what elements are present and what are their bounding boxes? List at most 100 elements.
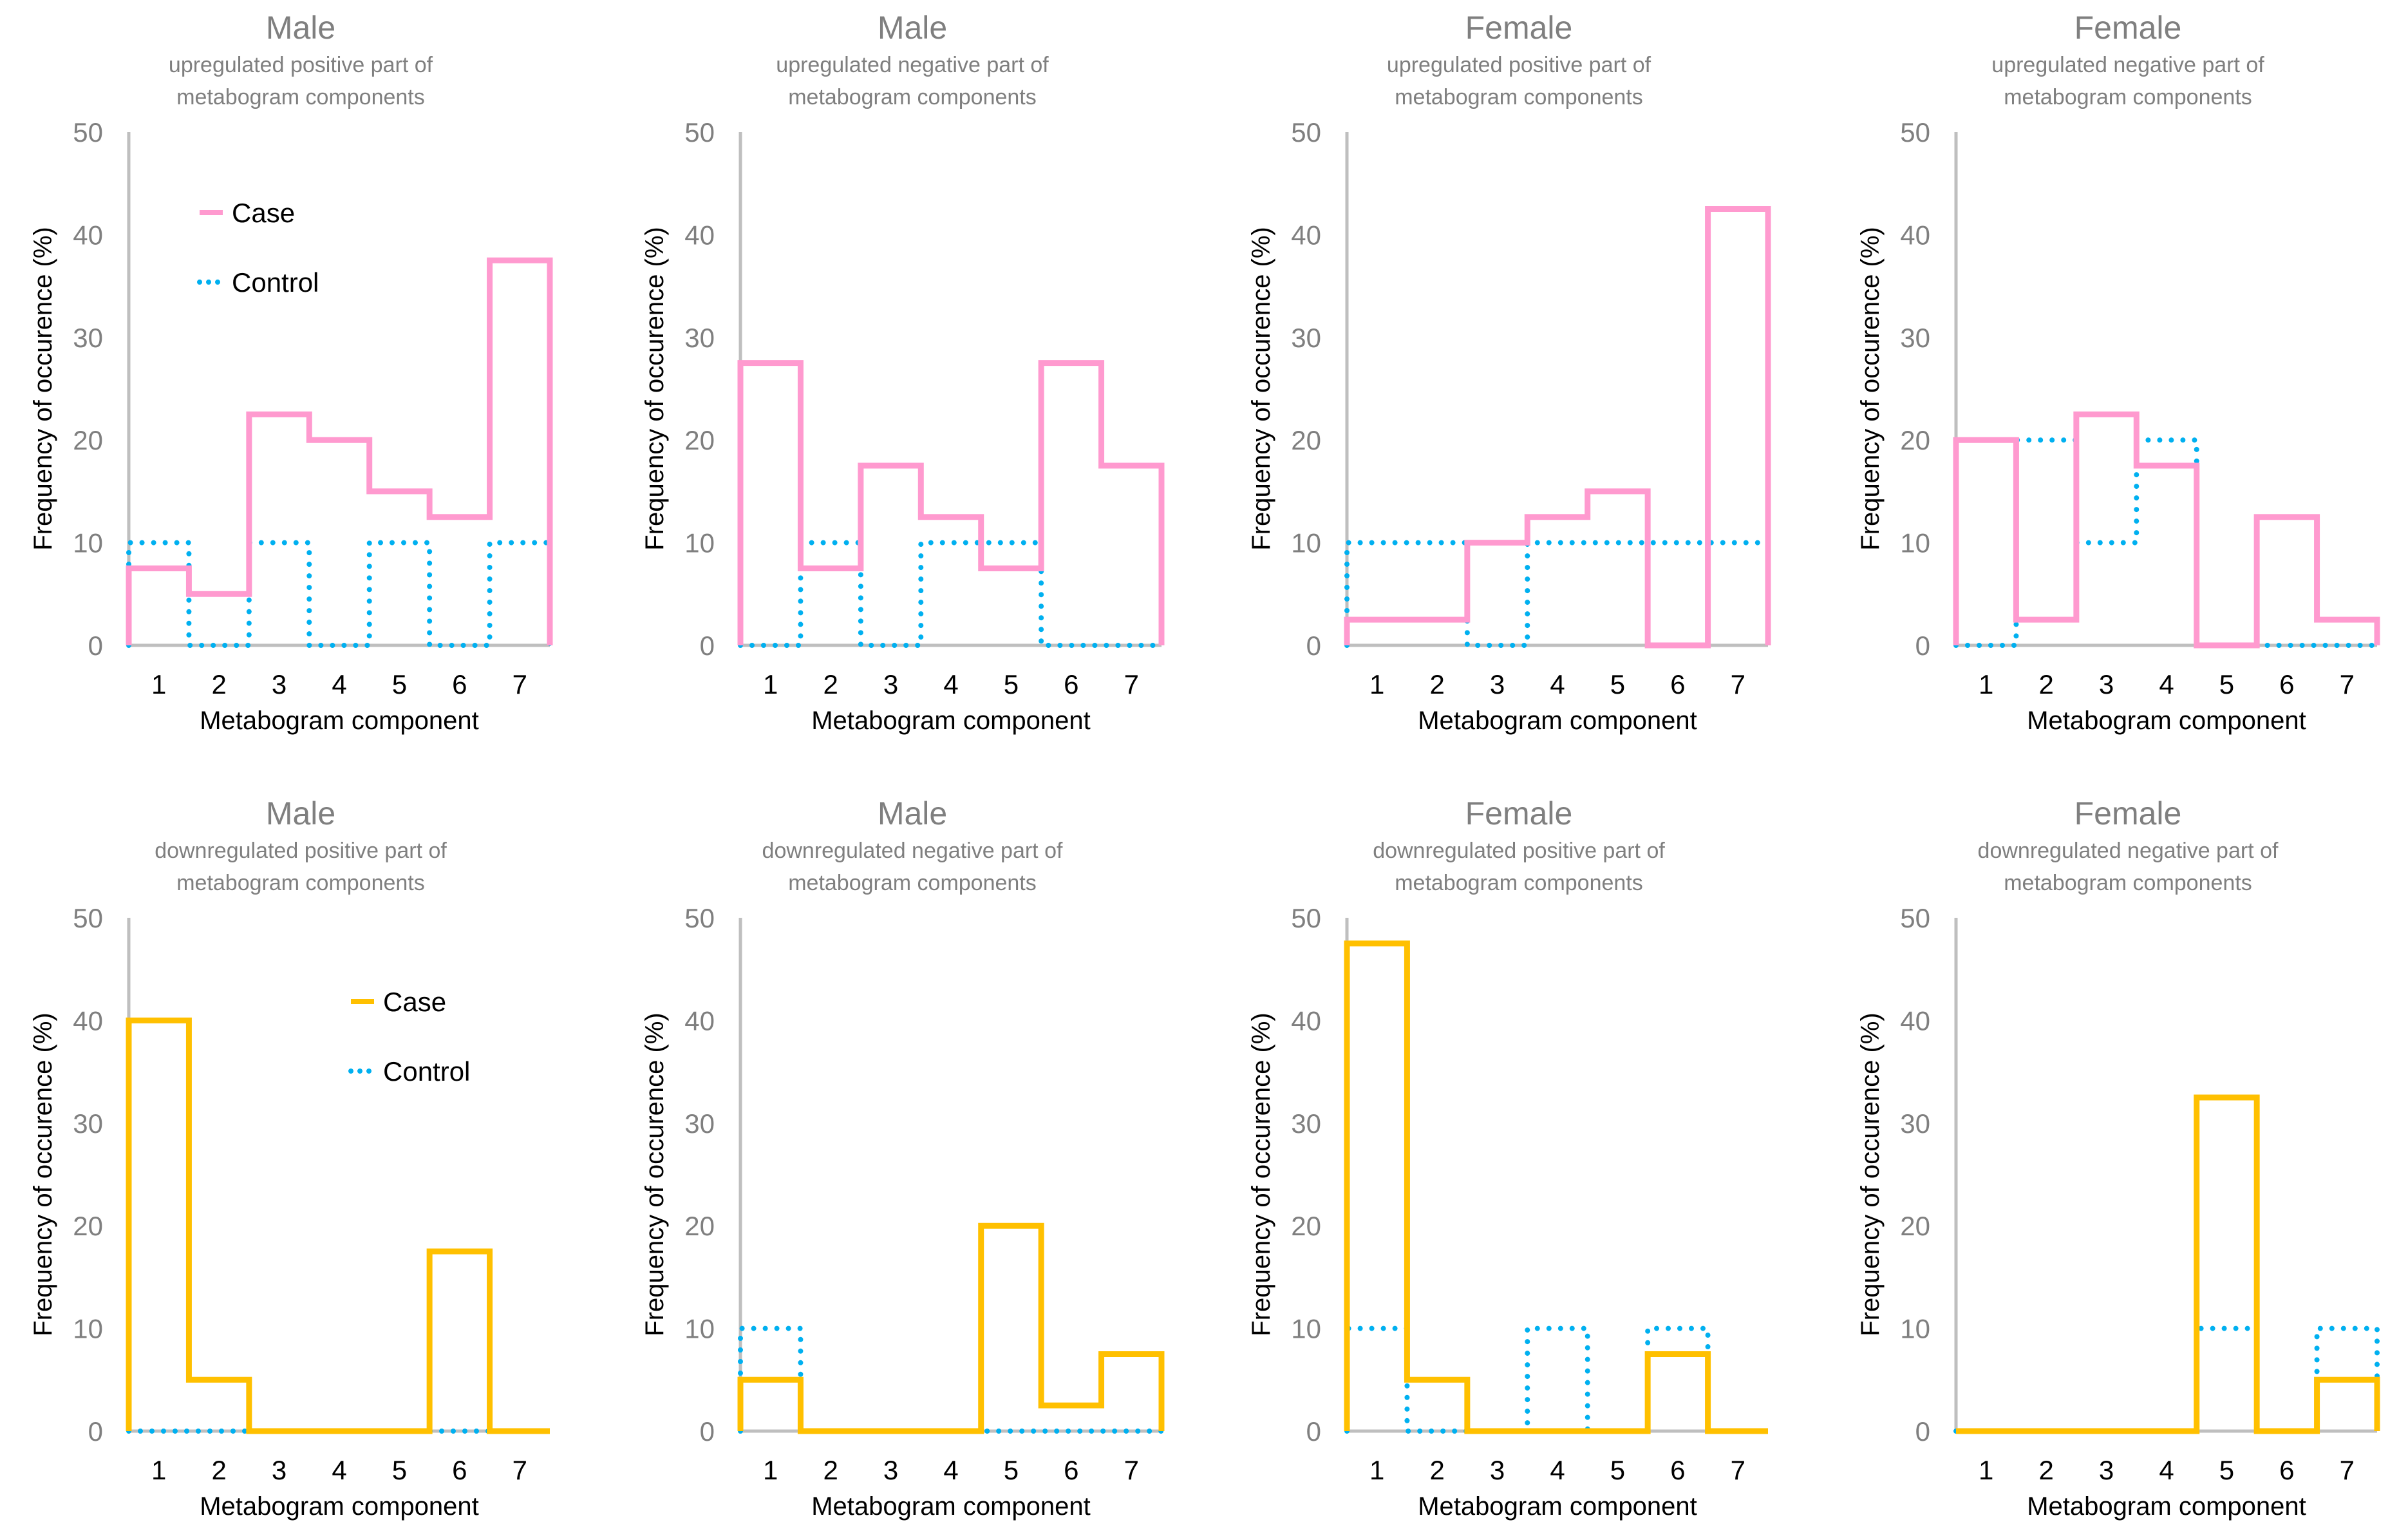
x-tick-label: 1 bbox=[151, 669, 166, 699]
y-tick-label: 40 bbox=[1291, 220, 1321, 250]
x-tick-label: 1 bbox=[1979, 1455, 1993, 1485]
y-tick-label: 50 bbox=[1900, 117, 1930, 147]
y-axis-label: Frequency of occurence (%) bbox=[1247, 227, 1275, 550]
chart-subtitle: upregulated positive part of bbox=[1387, 53, 1651, 77]
x-tick-label: 1 bbox=[151, 1455, 166, 1485]
x-tick-label: 4 bbox=[2159, 669, 2174, 699]
y-tick-label: 30 bbox=[73, 1108, 103, 1139]
x-tick-label: 3 bbox=[883, 1455, 898, 1485]
chart-subtitle: upregulated negative part of bbox=[1991, 53, 2264, 77]
y-tick-label: 10 bbox=[1291, 1314, 1321, 1344]
chart-panel: Male downregulated positive part of metabo… bbox=[29, 795, 552, 1521]
x-tick-label: 3 bbox=[2099, 669, 2114, 699]
y-tick-label: 50 bbox=[684, 117, 715, 147]
x-tick-label: 2 bbox=[211, 1455, 226, 1485]
chart-subtitle: downregulated positive part of bbox=[1373, 839, 1665, 863]
y-tick-label: 0 bbox=[88, 631, 103, 661]
x-tick-label: 7 bbox=[513, 1455, 527, 1485]
chart-subtitle: metabogram components bbox=[788, 871, 1037, 895]
chart-panel: Female downregulated positive part of meta… bbox=[1247, 795, 1771, 1521]
case-series-line bbox=[1953, 411, 2380, 649]
chart-subtitle: metabogram components bbox=[176, 85, 425, 109]
y-tick-label: 0 bbox=[1306, 631, 1321, 661]
y-tick-label: 0 bbox=[1915, 1416, 1930, 1447]
x-tick-label: 7 bbox=[1731, 669, 1745, 699]
x-tick-label: 5 bbox=[392, 1455, 407, 1485]
x-tick-label: 6 bbox=[452, 669, 467, 699]
x-tick-label: 6 bbox=[452, 1455, 467, 1485]
x-tick-label: 5 bbox=[1004, 1455, 1019, 1485]
x-tick-label: 7 bbox=[2340, 1455, 2355, 1485]
y-tick-label: 30 bbox=[1291, 1108, 1321, 1139]
y-tick-label: 40 bbox=[1291, 1005, 1321, 1036]
control-series-line bbox=[738, 540, 1164, 648]
x-tick-label: 1 bbox=[763, 669, 778, 699]
x-axis-label: Metabogram component bbox=[200, 707, 479, 735]
y-tick-label: 10 bbox=[1900, 528, 1930, 558]
case-series-line bbox=[1956, 1094, 2380, 1434]
chart-title: Female bbox=[2074, 795, 2182, 831]
x-tick-label: 4 bbox=[332, 669, 346, 699]
chart-panel: Male upregulated negative part of metabogr… bbox=[641, 10, 1165, 735]
y-axis-label: Frequency of occurence (%) bbox=[1247, 1012, 1275, 1336]
y-tick-label: 0 bbox=[1915, 631, 1930, 661]
chart-subtitle: metabogram components bbox=[788, 85, 1037, 109]
chart-panel: Male upregulated positive part of metabogr… bbox=[29, 10, 553, 735]
y-tick-label: 20 bbox=[1900, 1211, 1930, 1241]
y-tick-label: 10 bbox=[1900, 1314, 1930, 1344]
y-tick-label: 30 bbox=[1900, 1108, 1930, 1139]
y-tick-label: 50 bbox=[684, 903, 715, 933]
legend-label: Control bbox=[232, 267, 319, 298]
x-tick-label: 6 bbox=[1064, 669, 1078, 699]
x-tick-label: 4 bbox=[943, 1455, 958, 1485]
x-tick-label: 1 bbox=[1979, 669, 1993, 699]
x-tick-label: 7 bbox=[1124, 669, 1139, 699]
x-tick-label: 6 bbox=[1064, 1455, 1078, 1485]
x-tick-label: 3 bbox=[1490, 669, 1505, 699]
y-tick-label: 30 bbox=[73, 323, 103, 353]
x-tick-label: 2 bbox=[823, 1455, 838, 1485]
x-tick-label: 5 bbox=[1610, 1455, 1625, 1485]
case-series-line bbox=[126, 257, 553, 645]
y-tick-label: 50 bbox=[73, 903, 103, 933]
x-tick-label: 7 bbox=[1124, 1455, 1139, 1485]
legend: Case Control bbox=[197, 198, 319, 298]
y-tick-label: 10 bbox=[73, 528, 103, 558]
x-tick-label: 6 bbox=[1670, 669, 1685, 699]
legend: Case Control bbox=[348, 987, 470, 1087]
y-tick-label: 30 bbox=[1900, 323, 1930, 353]
y-tick-label: 20 bbox=[684, 1211, 715, 1241]
x-tick-label: 5 bbox=[1004, 669, 1019, 699]
case-series-line bbox=[1344, 206, 1771, 649]
x-axis-label: Metabogram component bbox=[2027, 707, 2306, 735]
chart-subtitle: downregulated positive part of bbox=[155, 839, 447, 863]
x-tick-label: 5 bbox=[2219, 669, 2234, 699]
chart-subtitle: metabogram components bbox=[176, 871, 425, 895]
y-tick-label: 10 bbox=[1291, 528, 1321, 558]
y-axis-label: Frequency of occurence (%) bbox=[29, 1012, 57, 1336]
chart-title: Male bbox=[266, 795, 335, 831]
case-series-line bbox=[126, 1017, 550, 1434]
y-tick-label: 20 bbox=[73, 1211, 103, 1241]
y-tick-label: 20 bbox=[1900, 425, 1930, 455]
y-tick-label: 40 bbox=[73, 220, 103, 250]
chart-title: Male bbox=[878, 10, 947, 46]
y-tick-label: 50 bbox=[1291, 903, 1321, 933]
x-axis-label: Metabogram component bbox=[811, 1492, 1091, 1521]
x-tick-label: 3 bbox=[272, 1455, 287, 1485]
y-tick-label: 50 bbox=[73, 117, 103, 147]
y-tick-label: 40 bbox=[684, 1005, 715, 1036]
chart-subtitle: upregulated negative part of bbox=[776, 53, 1049, 77]
y-tick-label: 20 bbox=[684, 425, 715, 455]
x-tick-label: 2 bbox=[2038, 669, 2053, 699]
x-tick-label: 2 bbox=[823, 669, 838, 699]
x-tick-label: 6 bbox=[1670, 1455, 1685, 1485]
chart-title: Male bbox=[878, 795, 947, 831]
x-axis-label: Metabogram component bbox=[1418, 1492, 1697, 1521]
x-tick-label: 3 bbox=[2099, 1455, 2114, 1485]
chart-subtitle: downregulated negative part of bbox=[1978, 839, 2279, 863]
x-tick-label: 1 bbox=[1369, 669, 1384, 699]
x-tick-label: 5 bbox=[1610, 669, 1625, 699]
chart-subtitle: metabogram components bbox=[2004, 85, 2252, 109]
x-tick-label: 3 bbox=[883, 669, 898, 699]
